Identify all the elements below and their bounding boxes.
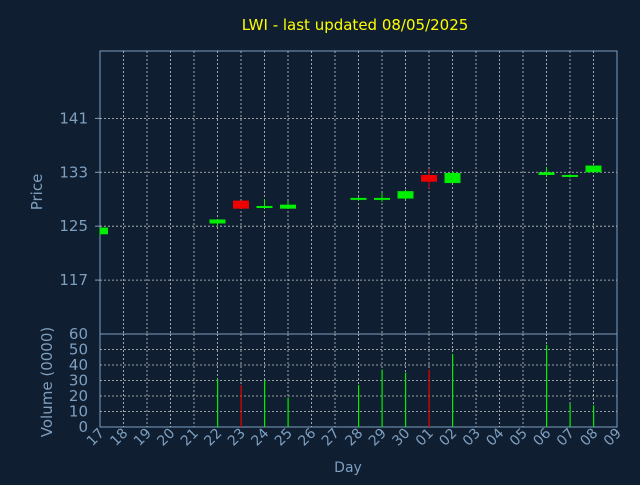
candle-body xyxy=(100,227,108,235)
x-tick-label: 01 xyxy=(413,426,437,450)
x-tick-label: 27 xyxy=(319,426,343,450)
price-axis-label: Price xyxy=(28,174,46,211)
x-tick-label: 28 xyxy=(342,426,366,450)
volume-tick-label: 10 xyxy=(69,403,88,421)
volume-tick-label: 60 xyxy=(69,325,88,343)
candle-body xyxy=(397,191,414,199)
x-tick-label: 24 xyxy=(248,425,272,449)
x-tick-label: 02 xyxy=(436,426,460,450)
x-tick-label: 03 xyxy=(460,426,484,450)
x-tick-label: 04 xyxy=(483,425,507,449)
price-tick-label: 141 xyxy=(59,109,88,127)
volume-bar xyxy=(546,344,548,427)
x-tick-label: 19 xyxy=(131,426,155,450)
candle-body xyxy=(256,205,273,208)
volume-bar xyxy=(217,378,219,427)
price-tick-label: 125 xyxy=(59,217,88,235)
x-tick-label: 08 xyxy=(577,426,601,450)
x-tick-label: 06 xyxy=(530,425,554,449)
candle-body xyxy=(538,172,555,175)
volume-tick-label: 0 xyxy=(78,418,88,436)
candle-body xyxy=(562,174,578,177)
volume-bar xyxy=(569,403,571,427)
volume-bar xyxy=(405,372,407,427)
x-tick-label: 26 xyxy=(295,425,319,449)
candle-body xyxy=(280,204,296,209)
x-tick-label: 21 xyxy=(178,426,202,450)
price-tick-label: 133 xyxy=(59,163,88,181)
candle-body xyxy=(374,197,390,200)
candle-body xyxy=(350,197,367,200)
volume-tick-label: 20 xyxy=(69,387,88,405)
price-tick-label: 117 xyxy=(59,271,88,289)
volume-bar xyxy=(287,397,289,427)
volume-tick-label: 40 xyxy=(69,356,88,374)
x-tick-label: 22 xyxy=(201,426,225,450)
volume-bar xyxy=(593,405,595,427)
candle-body xyxy=(444,172,461,184)
volume-bar xyxy=(358,385,360,427)
candle-body xyxy=(421,174,437,182)
volume-tick-label: 30 xyxy=(69,372,88,390)
volume-bar xyxy=(264,380,266,427)
volume-bar xyxy=(452,354,454,427)
x-axis-label: Day xyxy=(334,460,362,476)
candle-body xyxy=(233,200,249,209)
x-tick-label: 23 xyxy=(225,426,249,450)
x-tick-label: 05 xyxy=(507,426,531,450)
volume-bar xyxy=(428,369,430,427)
x-tick-label: 09 xyxy=(601,426,625,450)
x-tick-label: 30 xyxy=(389,426,413,450)
x-tick-label: 29 xyxy=(366,426,390,450)
x-tick-label: 07 xyxy=(554,426,578,450)
volume-bar xyxy=(240,385,242,427)
x-tick-label: 25 xyxy=(272,426,296,450)
candle-body xyxy=(209,219,226,224)
x-tick-label: 20 xyxy=(154,426,178,450)
chart-title: LWI - last updated 08/05/2025 xyxy=(242,16,469,34)
x-tick-label: 18 xyxy=(107,426,131,450)
candle-body xyxy=(585,165,602,173)
price-panel: 117 125 133 141 xyxy=(59,50,618,335)
volume-tick-label: 50 xyxy=(69,341,88,359)
volume-bar xyxy=(381,369,383,427)
x-tick-labels: 17 18 19 20 21 22 23 24 25 26 27 28 29 30 01 02 03 04 05 06… xyxy=(84,425,625,449)
volume-axis-label: Volume (0000) xyxy=(38,327,56,437)
